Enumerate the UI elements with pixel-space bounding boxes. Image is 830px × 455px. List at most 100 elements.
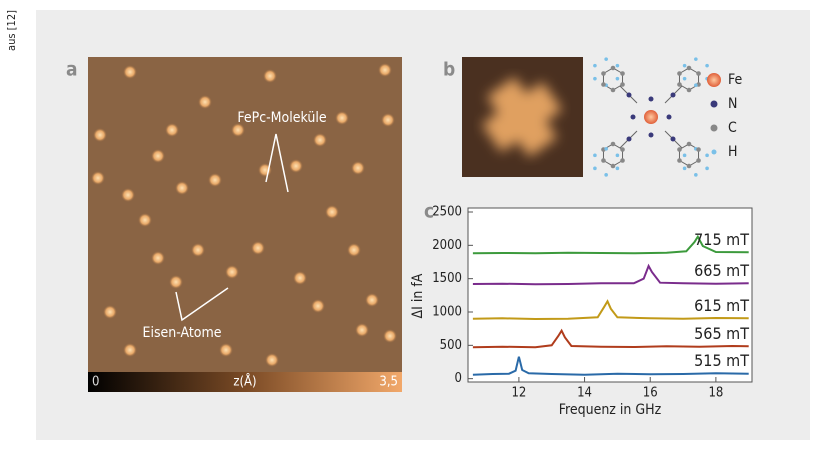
- c-atom: [696, 147, 701, 152]
- c-atom: [696, 158, 701, 163]
- n-atom: [671, 137, 676, 142]
- series-label: 665 mT: [694, 261, 749, 280]
- y-tick-label: 2000: [432, 238, 462, 253]
- y-tick-label: 500: [440, 338, 462, 353]
- stm-dot: [383, 329, 397, 343]
- c-atom: [687, 164, 692, 169]
- legend-symbol: [707, 73, 721, 87]
- h-atom: [604, 147, 608, 151]
- c-atom: [677, 71, 682, 76]
- stm-dot: [208, 173, 222, 187]
- h-atom: [683, 154, 687, 158]
- stm-dot: [365, 293, 379, 307]
- c-atom: [620, 71, 625, 76]
- n-atom: [667, 115, 672, 120]
- stm-dot: [191, 243, 205, 257]
- c-atom: [601, 158, 606, 163]
- c-atom: [611, 164, 616, 169]
- stm-dot: [219, 343, 233, 357]
- annotation: Eisen-Atome: [142, 325, 221, 341]
- legend-label: C: [728, 120, 737, 136]
- stm-dot: [93, 128, 107, 142]
- stm-dot: [311, 299, 325, 313]
- legend-label: N: [728, 96, 737, 112]
- c-atom: [687, 88, 692, 93]
- y-axis-label: ΔI in fA: [410, 273, 426, 318]
- legend-symbol: [712, 150, 717, 155]
- h-atom: [593, 64, 597, 68]
- stm-dot: [347, 243, 361, 257]
- h-atom: [694, 57, 698, 61]
- stm-dot: [325, 205, 339, 219]
- stm-dot: [91, 171, 105, 185]
- stm-dot: [293, 271, 307, 285]
- y-tick-label: 0: [455, 371, 462, 386]
- x-tick-label: 18: [708, 386, 723, 401]
- figure: aus [12] a 0 z(Å) 3,5 FePc-Moleküle Eise…: [0, 0, 830, 455]
- side-note: aus [12]: [5, 10, 18, 51]
- c-atom: [620, 147, 625, 152]
- series-label: 715 mT: [694, 230, 749, 249]
- h-atom: [593, 154, 597, 158]
- stm-dot: [151, 149, 165, 163]
- n-atom: [649, 97, 654, 102]
- h-atom: [616, 77, 620, 81]
- stm-dot: [121, 188, 135, 202]
- x-tick-label: 14: [577, 386, 592, 401]
- c-atom: [620, 82, 625, 87]
- series-label: 615 mT: [694, 296, 749, 315]
- stm-dot: [355, 323, 369, 337]
- h-atom: [683, 77, 687, 81]
- page: {"side_note": "aus [12]", "panel_a": {"l…: [0, 0, 830, 455]
- stm-dot: [265, 353, 279, 367]
- colorbar-max: 3,5: [379, 375, 398, 390]
- stm-dot: [335, 111, 349, 125]
- c-atom: [696, 71, 701, 76]
- n-atom: [649, 133, 654, 138]
- x-axis-label: Frequenz in GHz: [559, 402, 662, 418]
- colorbar-min: 0: [92, 375, 99, 390]
- legend-label: H: [728, 144, 737, 160]
- x-tick-label: 16: [643, 386, 658, 401]
- panel-label: b: [443, 59, 455, 81]
- stm-dot: [289, 159, 303, 173]
- c-atom: [611, 66, 616, 71]
- c-atom: [611, 88, 616, 93]
- h-atom: [616, 167, 620, 171]
- c-atom: [677, 147, 682, 152]
- h-atom: [694, 173, 698, 177]
- stm-dot: [351, 161, 365, 175]
- panel-label: a: [66, 59, 78, 81]
- h-atom: [593, 77, 597, 81]
- stm-dot: [138, 213, 152, 227]
- h-atom: [705, 154, 709, 158]
- annotation: FePc-Moleküle: [237, 110, 326, 126]
- stm-dot: [123, 65, 137, 79]
- n-atom: [627, 93, 632, 98]
- c-atom: [687, 66, 692, 71]
- x-tick-label: 12: [511, 386, 526, 401]
- stm-dot: [165, 123, 179, 137]
- c-atom: [601, 71, 606, 76]
- c-atom: [601, 82, 606, 87]
- legend-symbol: [711, 125, 718, 132]
- h-atom: [616, 154, 620, 158]
- n-atom: [631, 115, 636, 120]
- stm-dot: [381, 113, 395, 127]
- stm-dot: [175, 181, 189, 195]
- h-atom: [604, 173, 608, 177]
- stm-dot: [151, 251, 165, 265]
- molecule-image: [462, 57, 583, 177]
- h-atom: [604, 57, 608, 61]
- h-atom: [683, 64, 687, 68]
- series-label: 565 mT: [694, 324, 749, 343]
- stm-dot: [103, 305, 117, 319]
- y-tick-label: 1000: [432, 305, 462, 320]
- stm-dot: [313, 133, 327, 147]
- y-tick-label: 2500: [432, 205, 462, 220]
- y-tick-label: 1500: [432, 271, 462, 286]
- colorbar-title: z(Å): [233, 374, 256, 390]
- stm-dot: [225, 265, 239, 279]
- c-atom: [677, 82, 682, 87]
- stm-dot: [123, 343, 137, 357]
